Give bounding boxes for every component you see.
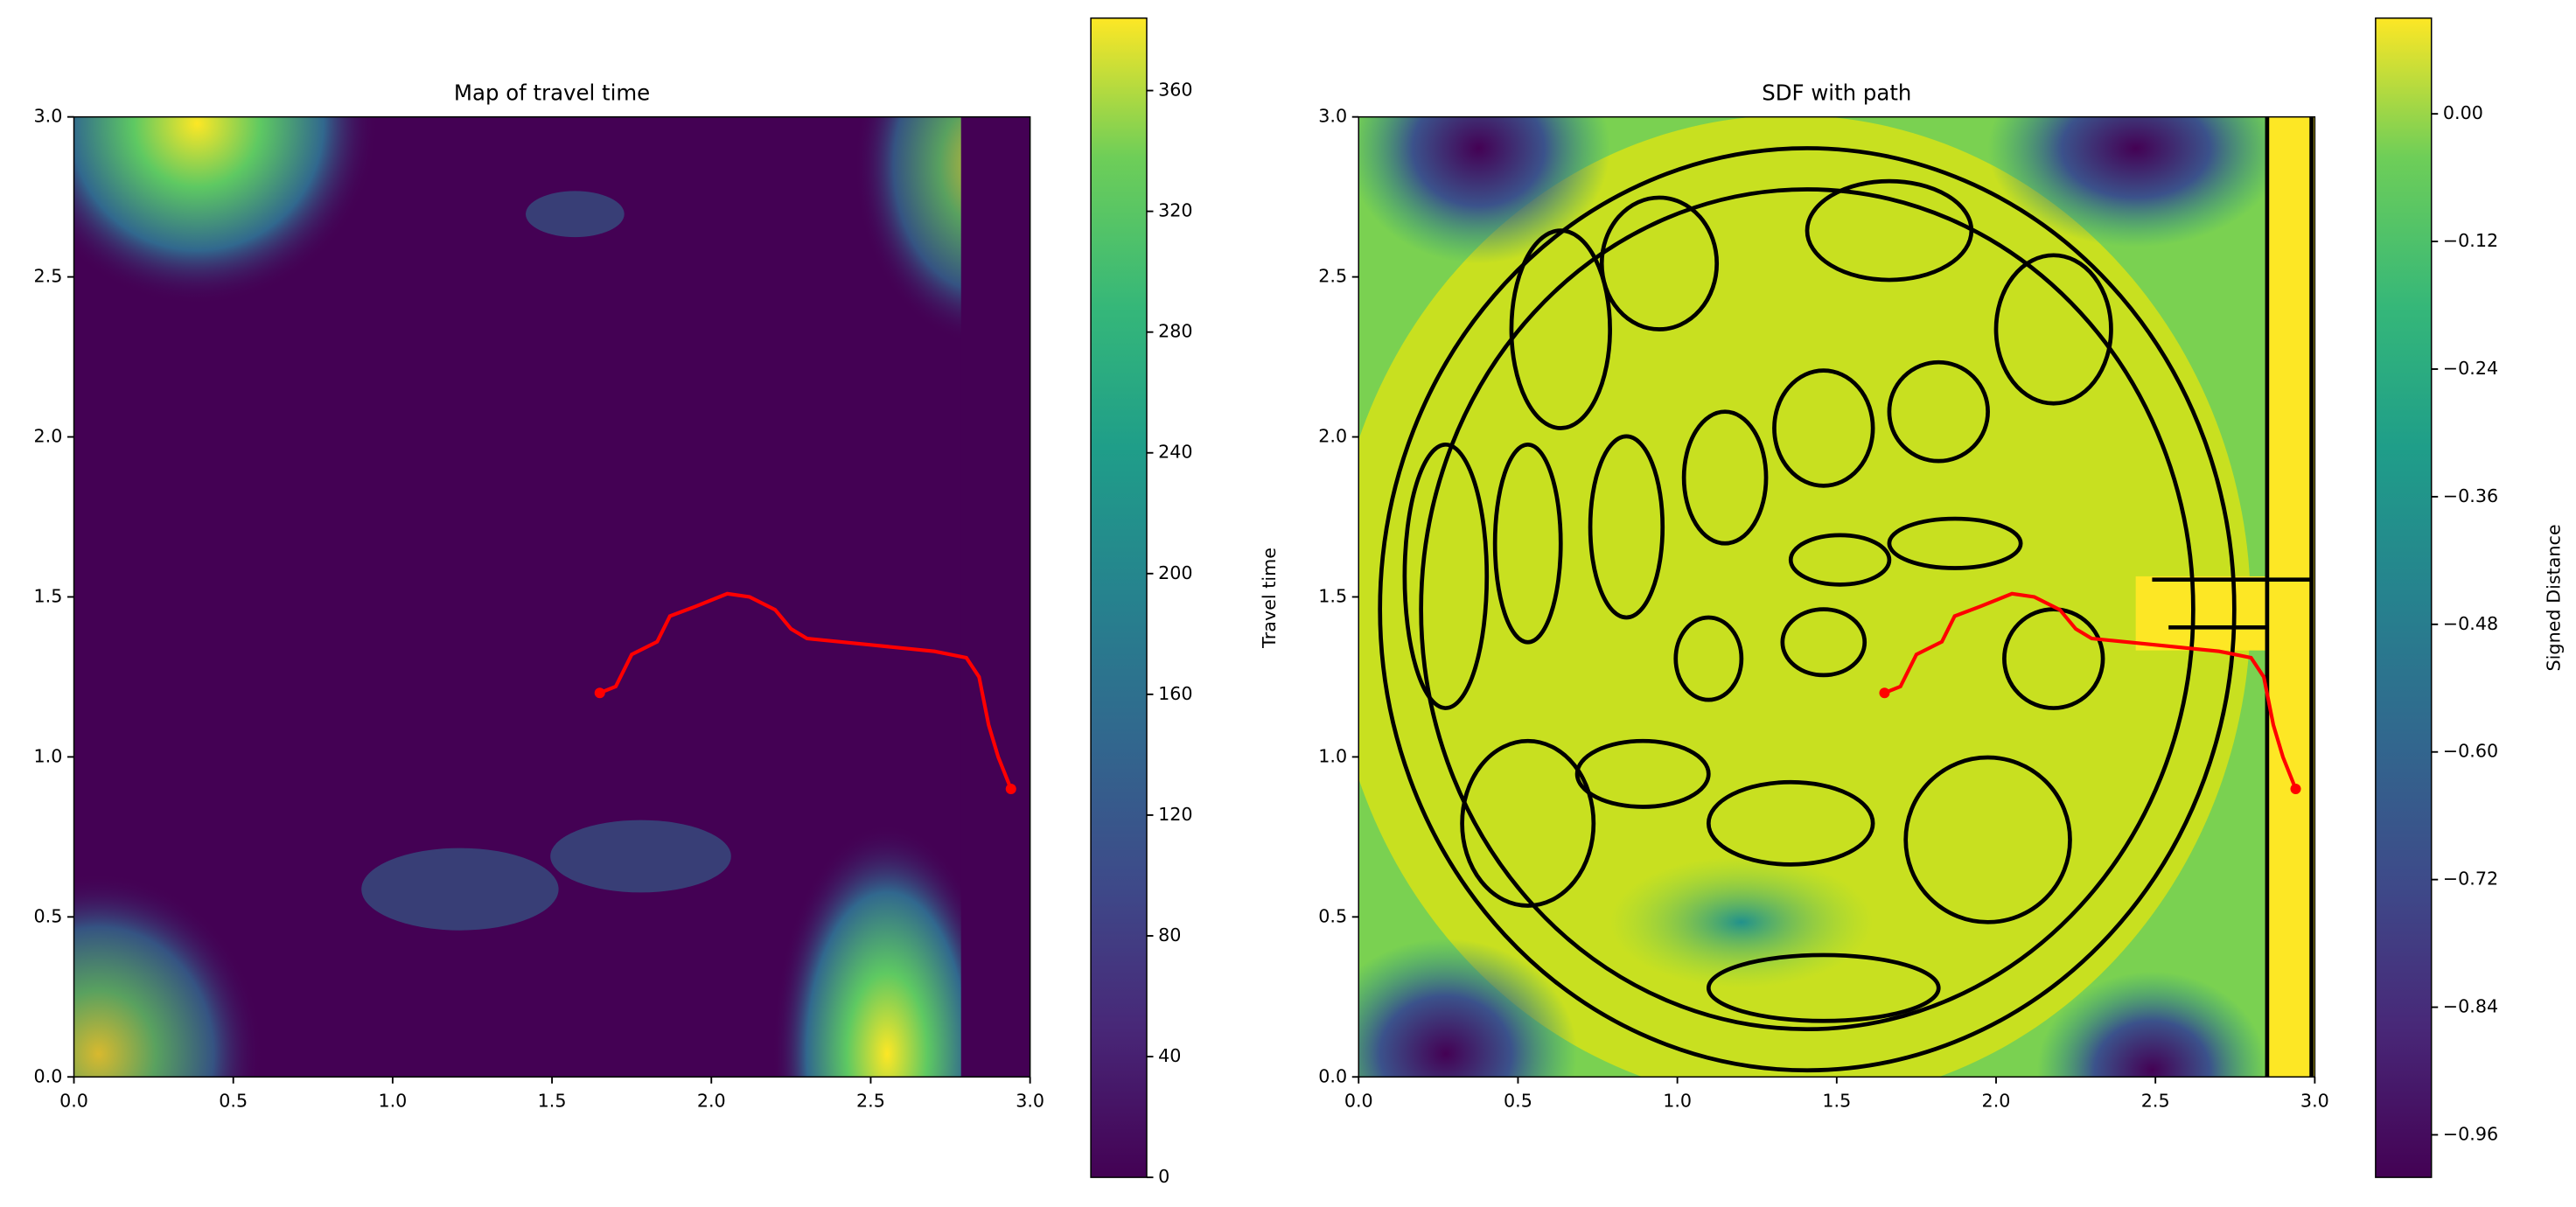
zero-contours <box>1378 116 2314 1078</box>
path-endpoint <box>1005 783 1016 795</box>
y-tick-label: 1.0 <box>34 745 63 766</box>
colorbar-tick-label: −0.84 <box>2443 996 2498 1017</box>
colorbar-tick-label: −0.24 <box>2443 358 2498 379</box>
y-tick-label: 0.0 <box>1318 1065 1347 1086</box>
colorbar-tick-label: 80 <box>1158 924 1181 945</box>
x-tick-label: 2.0 <box>697 1090 726 1111</box>
colorbar-tick-label: −0.72 <box>2443 869 2498 890</box>
travel-time-field <box>73 116 1030 1078</box>
y-tick-label: 0.0 <box>34 1065 63 1086</box>
x-tick-label: 3.0 <box>2300 1090 2329 1111</box>
y-tick-label: 1.5 <box>1318 585 1347 606</box>
x-tick-label: 0.0 <box>59 1090 88 1111</box>
colorbar-tick-label: −0.96 <box>2443 1123 2498 1144</box>
y-tick-label: 1.5 <box>34 585 63 606</box>
colorbar-tick-label: 200 <box>1158 562 1192 583</box>
colorbar-tick-label: 320 <box>1158 200 1192 221</box>
y-tick-label: 0.5 <box>1318 905 1347 926</box>
y-tick-label: 2.0 <box>34 426 63 447</box>
colorbar-label: Signed Distance <box>2544 524 2565 671</box>
colorbar-tick-label: 0 <box>1158 1166 1169 1187</box>
y-tick-label: 3.0 <box>34 106 63 127</box>
x-tick-label: 1.5 <box>538 1090 567 1111</box>
colorbar-tick-label: 360 <box>1158 80 1192 101</box>
chart-title: Map of travel time <box>454 80 650 105</box>
path-endpoint <box>594 687 605 699</box>
path-endpoint <box>2290 783 2301 795</box>
x-tick-label: 2.5 <box>856 1090 885 1111</box>
x-tick-label: 0.5 <box>1504 1090 1532 1111</box>
colorbar-tick-label: 0.00 <box>2443 102 2483 123</box>
sdf-field <box>1358 116 2315 1078</box>
y-tick-label: 3.0 <box>1318 106 1347 127</box>
y-tick-label: 2.0 <box>1318 426 1347 447</box>
x-tick-label: 2.0 <box>1982 1090 2011 1111</box>
colorbar-tick-label: 40 <box>1158 1045 1181 1066</box>
colorbar <box>1090 17 1148 1178</box>
path-line <box>1883 591 2298 790</box>
x-tick-label: 1.5 <box>1822 1090 1851 1111</box>
x-tick-label: 0.0 <box>1344 1090 1373 1111</box>
colorbar <box>2375 17 2433 1178</box>
colorbar-tick-label: −0.60 <box>2443 741 2498 762</box>
chart-title: SDF with path <box>1762 80 1911 105</box>
path-endpoint <box>1879 687 1890 699</box>
colorbar-tick-label: 120 <box>1158 804 1192 825</box>
x-tick-label: 1.0 <box>1663 1090 1692 1111</box>
x-tick-label: 2.5 <box>2141 1090 2170 1111</box>
x-tick-label: 1.0 <box>378 1090 407 1111</box>
colorbar-label: Travel time <box>1259 548 1280 649</box>
y-tick-label: 1.0 <box>1318 745 1347 766</box>
x-tick-label: 3.0 <box>1016 1090 1044 1111</box>
colorbar-tick-label: −0.48 <box>2443 613 2498 634</box>
x-tick-label: 0.5 <box>219 1090 248 1111</box>
colorbar-tick-label: 280 <box>1158 321 1192 342</box>
colorbar-tick-label: 160 <box>1158 683 1192 704</box>
colorbar-tick-label: −0.12 <box>2443 230 2498 251</box>
colorbar-tick-label: −0.36 <box>2443 485 2498 506</box>
y-tick-label: 2.5 <box>34 266 63 287</box>
y-tick-label: 2.5 <box>1318 266 1347 287</box>
y-tick-label: 0.5 <box>34 905 63 926</box>
colorbar-tick-label: 240 <box>1158 442 1192 463</box>
path-line <box>598 591 1013 790</box>
